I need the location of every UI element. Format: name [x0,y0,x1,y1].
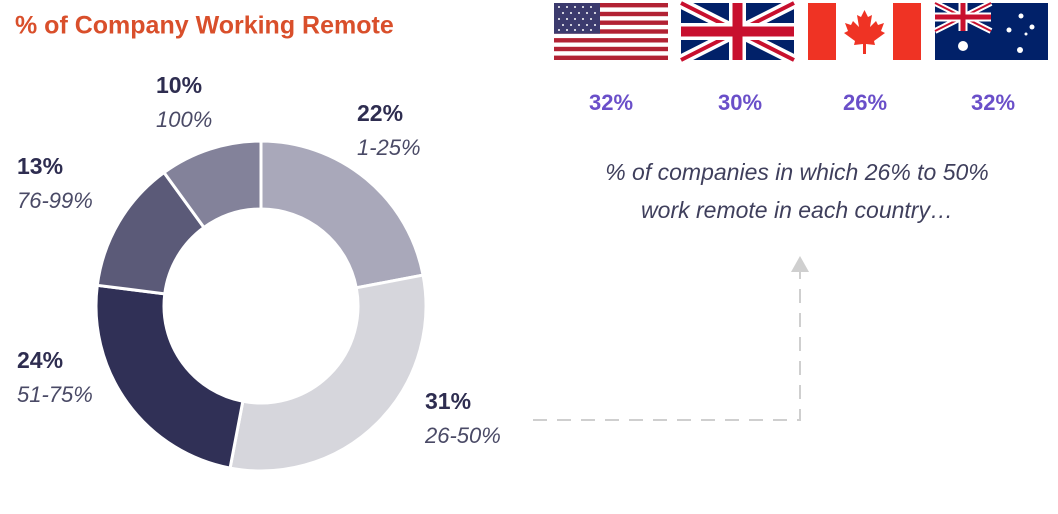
country-value: 32% [971,90,1015,115]
category-label: 76-99% [17,188,93,213]
category-label: 26-50% [424,423,501,448]
connector-arrow [533,256,809,421]
donut-slice [259,139,425,290]
note-text: work remote in each country… [641,197,953,223]
country-value: 30% [718,90,762,115]
donut-slice [228,273,428,473]
donut-slice [94,283,245,470]
category-label: 100% [156,107,212,132]
flag-australia [933,0,1048,60]
value-label: 22% [357,100,403,126]
category-label: 51-75% [17,382,93,407]
country-value: 26% [843,90,887,115]
flag-canada [808,3,921,60]
value-label: 10% [156,72,202,98]
value-label: 13% [17,153,63,179]
chart-title: % of Company Working Remote [15,12,394,40]
value-label: 31% [425,388,471,414]
country-value: 32% [589,90,633,115]
donut-slice [161,139,263,230]
flag-uk [678,0,797,65]
category-label: 1-25% [357,135,421,160]
value-label: 24% [17,347,63,373]
flag-us [554,3,668,60]
note-text: % of companies in which 26% to 50% [605,159,989,185]
